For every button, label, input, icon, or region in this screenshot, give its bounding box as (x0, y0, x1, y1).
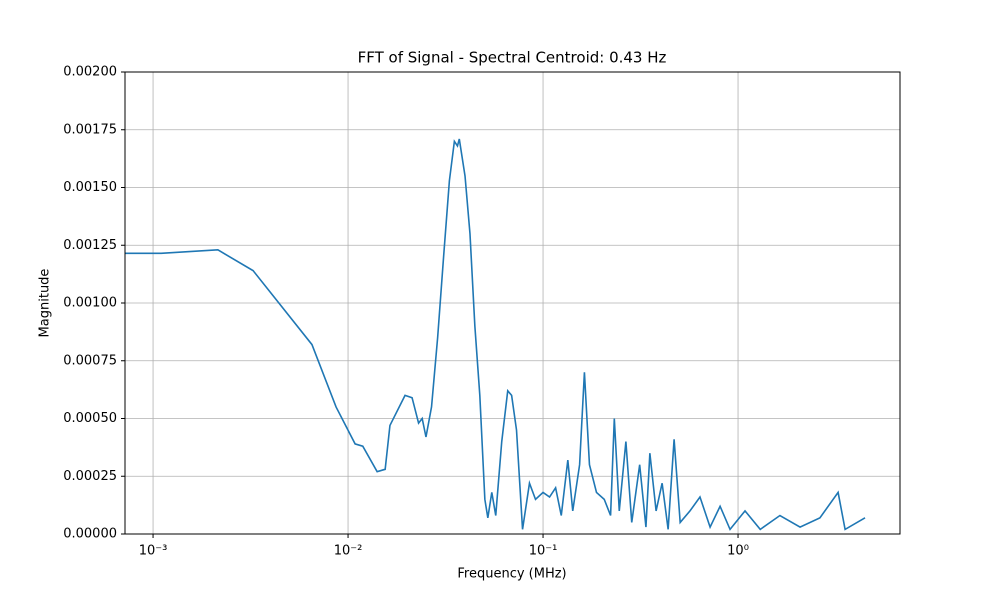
y-tick-label: 0.00000 (63, 527, 117, 542)
plot-frame (124, 71, 901, 535)
data-line (125, 138, 866, 531)
chart-title: FFT of Signal - Spectral Centroid: 0.43 … (358, 49, 667, 67)
x-tick-label: 10⁻³ (139, 544, 168, 559)
y-tick-label: 0.00100 (63, 296, 117, 311)
x-tick-label: 10⁰ (727, 544, 749, 559)
y-tick-label: 0.00125 (63, 238, 117, 253)
y-tick-label: 0.00025 (63, 469, 117, 484)
x-tick-label: 10⁻¹ (529, 544, 558, 559)
x-axis-label: Frequency (MHz) (457, 567, 566, 582)
y-axis-label: Magnitude (38, 269, 53, 338)
y-tick-label: 0.00200 (63, 65, 117, 80)
y-tick-label: 0.00050 (63, 411, 117, 426)
y-tick-label: 0.00075 (63, 353, 117, 368)
x-tick-label: 10⁻² (334, 544, 363, 559)
y-tick-label: 0.00150 (63, 180, 117, 195)
y-tick-label: 0.00175 (63, 122, 117, 137)
